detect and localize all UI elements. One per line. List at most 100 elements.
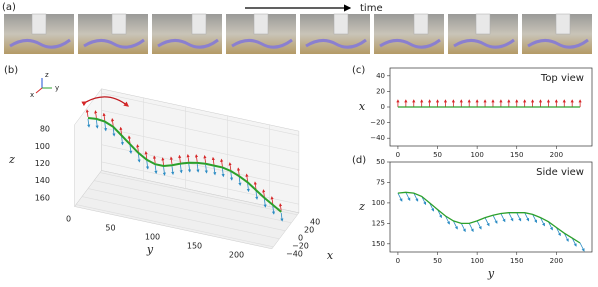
y-axis-label: x [359, 100, 366, 113]
orientation-arrow [102, 112, 106, 121]
robot-arm [191, 13, 207, 35]
grid-line [93, 180, 292, 224]
x-tick-label: 200 [550, 151, 563, 159]
orientation-arrow [262, 189, 266, 197]
orientation-arrow [255, 191, 259, 200]
orientation-arrow [119, 126, 123, 135]
y-tick-label: 50 [105, 223, 115, 232]
orientation-arrow [492, 215, 498, 224]
orientation-arrow [271, 205, 276, 215]
orientation-arrow [194, 154, 199, 162]
orientation-arrow [270, 196, 274, 204]
x-tick-label: 50 [433, 151, 442, 159]
orientation-arrow [524, 212, 530, 222]
orientation-arrow [555, 227, 561, 237]
orientation-arrow [548, 221, 553, 231]
orientation-arrow [152, 155, 157, 164]
orientation-arrow [453, 220, 458, 230]
grid-line [101, 161, 299, 205]
orientation-arrow [238, 177, 242, 186]
orientation-arrow [213, 166, 217, 176]
x-tick-label: 0 [298, 233, 303, 242]
robot-arm [31, 13, 47, 35]
orientation-arrow [245, 173, 249, 182]
gizmo-label: x [30, 91, 34, 99]
orientation-arrow [187, 163, 192, 173]
orientation-arrow [161, 157, 165, 166]
orientation-arrow [280, 212, 284, 222]
time-label: time [360, 3, 383, 14]
orientation-arrow [186, 154, 190, 162]
z-tick-label: 140 [35, 176, 50, 185]
y-tick-label: 0 [66, 214, 71, 223]
workpiece [157, 38, 219, 49]
orientation-arrow [87, 118, 91, 128]
panel-label: (a) [2, 2, 16, 13]
orientation-arrow [154, 165, 158, 175]
robot-arm [475, 13, 491, 35]
y-tick-label: 125 [372, 219, 385, 227]
orientation-arrow [95, 119, 99, 129]
y-tick-label: −40 [370, 134, 385, 142]
z-tick-label: 100 [35, 142, 50, 151]
x-tick-label: 150 [510, 257, 523, 265]
x-tick-label: 40 [310, 217, 320, 226]
y-axis-label: z [358, 200, 365, 213]
orientation-arrow [228, 162, 232, 171]
orientation-arrow [178, 154, 182, 163]
orientation-arrow [397, 192, 403, 202]
panel-label: (c) [352, 65, 365, 76]
orientation-arrow [137, 153, 141, 163]
orientation-arrow [136, 144, 140, 152]
orientation-arrow [221, 168, 225, 178]
orientation-arrow [445, 215, 450, 225]
orientation-arrow [413, 192, 419, 202]
orientation-arrow [579, 242, 585, 252]
orientation-arrow [500, 213, 506, 223]
y-tick-label: 20 [376, 87, 385, 95]
orientation-arrow [476, 220, 482, 230]
orientation-arrow [229, 171, 234, 181]
photo-strip [4, 13, 592, 54]
view-title: Top view [540, 73, 584, 84]
workpiece [231, 38, 293, 49]
orientation-arrow [203, 155, 207, 163]
orientation-arrow [220, 158, 224, 167]
workpiece [453, 38, 515, 49]
plot-frame [389, 161, 593, 253]
orientation-arrow [120, 136, 124, 146]
y-tick-label: 150 [187, 241, 202, 250]
y-tick-label: −20 [370, 119, 385, 127]
orientation-arrow [540, 217, 545, 227]
grid-line [101, 92, 299, 136]
orientation-arrow [103, 122, 108, 132]
orientation-arrow [169, 156, 173, 165]
robot-arm [333, 13, 349, 35]
x-tick-label: −20 [292, 241, 309, 250]
orientation-arrow [571, 237, 577, 247]
panel-label: (b) [4, 65, 18, 76]
orientation-arrow [127, 135, 131, 144]
workpiece [305, 38, 367, 49]
gizmo-label: y [55, 84, 59, 92]
z-tick-label: 160 [35, 193, 50, 202]
robot-arm [555, 13, 571, 35]
y-tick-label: 75 [376, 178, 385, 186]
view-title: Side view [536, 167, 584, 178]
orientation-arrow [204, 164, 208, 174]
x-axis-label: y [487, 267, 495, 280]
x-tick-label: 0 [396, 151, 400, 159]
x-axis-label: x [327, 249, 334, 262]
y-tick-label: 200 [229, 250, 244, 259]
gizmo-label: z [45, 71, 49, 79]
x-tick-label: 50 [433, 257, 442, 265]
x-tick-label: 200 [550, 257, 563, 265]
workpiece [527, 38, 589, 49]
orientation-arrow [468, 223, 474, 233]
x-tick-label: 0 [396, 257, 400, 265]
orientation-arrow [278, 203, 283, 211]
x-tick-label: 100 [470, 257, 483, 265]
panel-label: (d) [352, 155, 366, 166]
robot-arm [253, 13, 269, 35]
